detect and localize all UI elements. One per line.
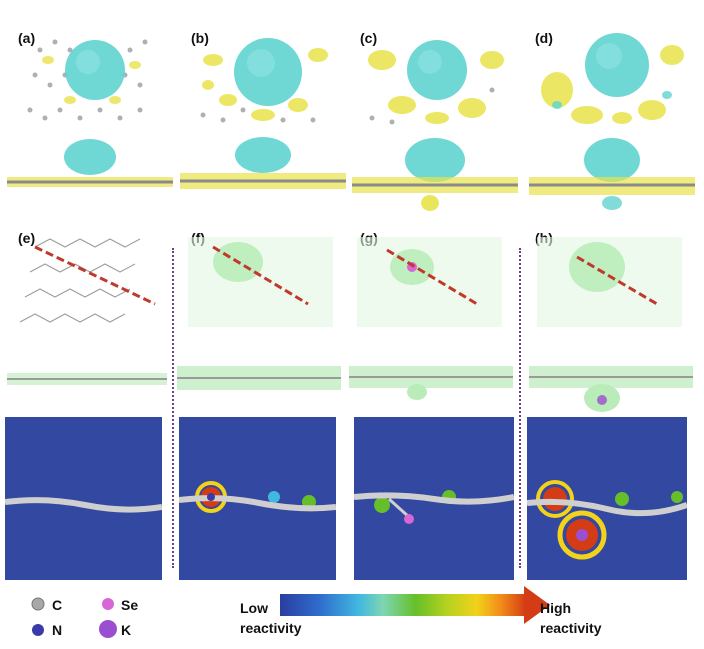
colorbar-low-label-line1: Low (240, 600, 268, 616)
panel-label-a: (a) (18, 30, 36, 46)
colorbar-high-label-line2: reactivity (540, 620, 602, 636)
reactivity-colorbar (280, 594, 526, 616)
panel-label-e: (e) (18, 230, 36, 246)
atom-legend-n-label: N (52, 622, 63, 638)
atom-legend-c-label: C (52, 597, 63, 613)
panel-d-side-view (529, 138, 695, 210)
panel-h-side-view (529, 366, 693, 412)
lattice (27, 39, 148, 121)
panel-c-side-view (352, 138, 518, 211)
atom-legend-c-marker (31, 597, 45, 611)
panel-a-top-view (27, 39, 148, 121)
panel-e-reactivity-map (5, 417, 162, 580)
panel-e-side-view (7, 373, 167, 385)
separator-gh (519, 248, 521, 568)
panel-a-side-view (7, 139, 173, 187)
panel-g-top-view (357, 237, 502, 327)
panel-c-top-view (368, 40, 504, 125)
panel-h-reactivity-map (527, 417, 687, 580)
panel-e-top-view (19, 238, 156, 323)
panel-label-d: (d) (535, 30, 553, 46)
atom-legend-k-label: K (121, 622, 132, 638)
atom-legend-k-marker (99, 620, 117, 638)
panel-g-reactivity-map (354, 417, 514, 580)
panel-label-b: (b) (191, 30, 209, 46)
panel-f-top-view (188, 237, 333, 327)
colorbar-arrowhead (524, 586, 550, 624)
panel-f-reactivity-map (179, 417, 336, 580)
panel-b-side-view (180, 137, 346, 189)
panel-label-c: (c) (360, 30, 378, 46)
atom-legend-se-marker (102, 598, 114, 610)
atom-legend-se-label: Se (121, 597, 139, 613)
panel-h-top-view (537, 237, 682, 327)
atom-legend-n-marker (32, 624, 44, 636)
separator-ef (172, 248, 174, 568)
colorbar-low-label-line2: reactivity (240, 620, 302, 636)
panel-g-side-view (349, 366, 513, 400)
panel-d-top-view (541, 33, 684, 124)
charge-accumulation (42, 56, 141, 104)
panel-b-top-view (200, 38, 328, 123)
panel-f-side-view (177, 366, 341, 390)
colorbar-high-label-line1: High (540, 600, 572, 616)
